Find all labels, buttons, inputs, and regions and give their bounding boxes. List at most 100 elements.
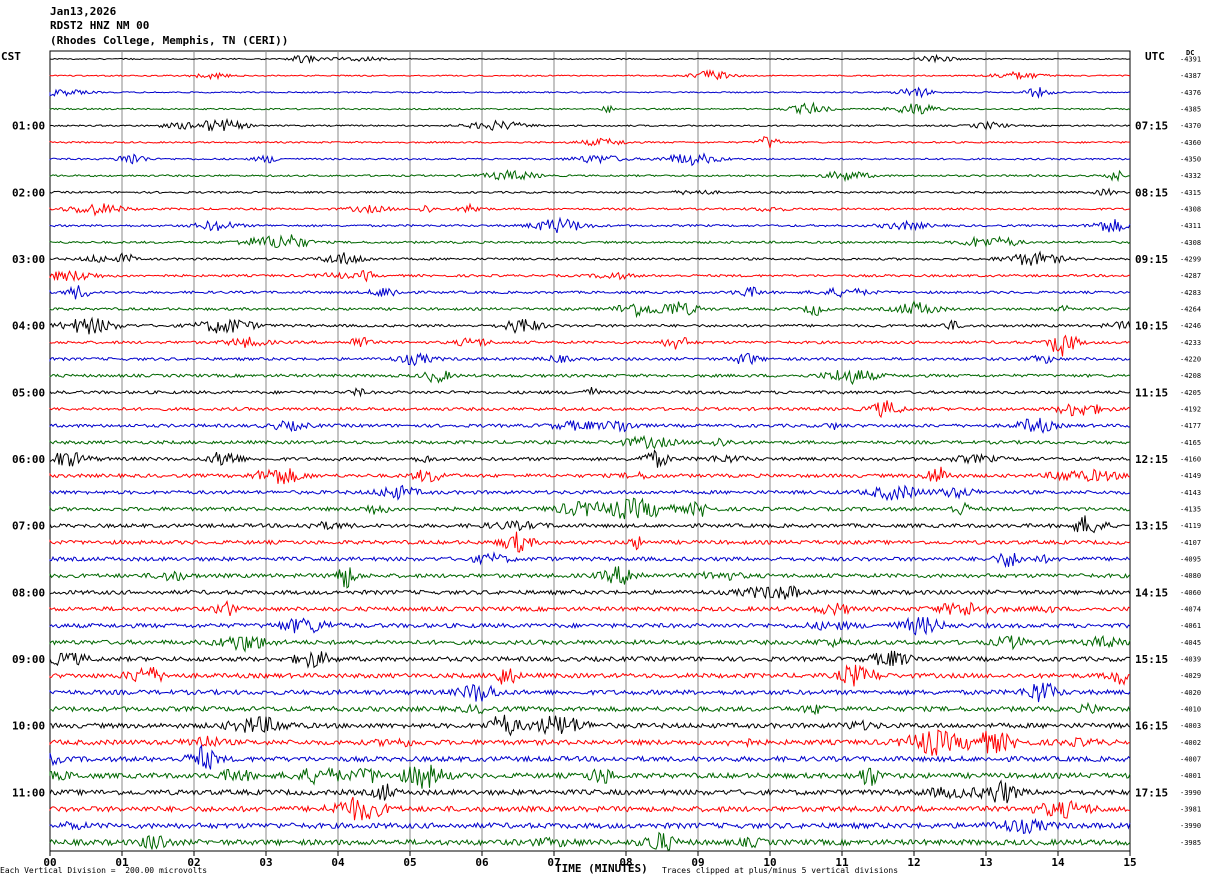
trace-row-19 xyxy=(49,352,1131,367)
dc-offset-label: -4119 xyxy=(1180,522,1201,530)
trace-row-39 xyxy=(49,682,1131,703)
dc-offset-label: -3990 xyxy=(1180,822,1201,830)
trace-row-34 xyxy=(49,600,1131,617)
dc-offset-label: -4177 xyxy=(1180,422,1201,430)
trace-row-2 xyxy=(49,68,1131,81)
right-hour-label: 14:15 xyxy=(1135,586,1168,599)
dc-offset-label: -4299 xyxy=(1180,256,1201,264)
trace-row-12 xyxy=(49,234,1131,249)
dc-offset-label: -4143 xyxy=(1180,489,1201,497)
right-hour-label: 11:15 xyxy=(1135,386,1168,399)
trace-row-10 xyxy=(49,202,1131,217)
trace-row-41 xyxy=(49,714,1131,737)
dc-offset-label: -4387 xyxy=(1180,72,1201,80)
dc-offset-label: -4160 xyxy=(1180,456,1201,464)
dc-offset-label: -4010 xyxy=(1180,706,1201,714)
x-tick-label: 11 xyxy=(835,856,849,869)
trace-row-23 xyxy=(49,417,1131,434)
trace-row-30 xyxy=(49,531,1131,553)
dc-offset-label: -4002 xyxy=(1180,739,1201,747)
trace-row-26 xyxy=(49,466,1131,485)
x-axis-label: TIME (MINUTES) xyxy=(555,862,648,875)
clip-note: Traces clipped at plus/minus 5 vertical … xyxy=(662,866,899,875)
trace-row-11 xyxy=(49,216,1131,234)
right-hour-label: 17:15 xyxy=(1135,786,1168,799)
station-label: RDST2 HNZ NM 00 xyxy=(50,19,150,32)
right-hour-label: 08:15 xyxy=(1135,186,1168,199)
trace-row-43 xyxy=(49,744,1131,770)
dc-offset-label: -4061 xyxy=(1180,622,1201,630)
right-hour-label: 09:15 xyxy=(1135,253,1168,266)
right-timezone-label: UTC xyxy=(1145,50,1165,63)
trace-row-4 xyxy=(49,101,1131,116)
trace-row-45 xyxy=(49,779,1131,804)
dc-offset-label: -4074 xyxy=(1180,606,1201,614)
left-hour-label: 06:00 xyxy=(12,453,45,466)
dc-offset-label: -4332 xyxy=(1180,172,1201,180)
dc-offset-label: -4107 xyxy=(1180,539,1201,547)
trace-row-6 xyxy=(49,136,1131,149)
trace-row-7 xyxy=(49,152,1131,167)
x-tick-label: 15 xyxy=(1123,856,1136,869)
dc-offset-label: -3981 xyxy=(1180,806,1201,814)
dc-offset-label: -4385 xyxy=(1180,106,1201,114)
dc-offset-label: -4080 xyxy=(1180,572,1201,580)
dc-offset-label: -4007 xyxy=(1180,756,1201,764)
dc-offset-label: -4283 xyxy=(1180,289,1201,297)
dc-offset-label: -4020 xyxy=(1180,689,1201,697)
right-hour-label: 07:15 xyxy=(1135,120,1168,133)
x-tick-label: 13 xyxy=(979,856,992,869)
trace-row-9 xyxy=(49,187,1131,196)
x-tick-label: 10 xyxy=(763,856,776,869)
dc-offset-label: -4060 xyxy=(1180,589,1201,597)
trace-row-33 xyxy=(49,585,1131,600)
trace-row-17 xyxy=(49,316,1131,335)
x-tick-label: 06 xyxy=(475,856,489,869)
trace-row-47 xyxy=(49,817,1131,835)
x-tick-label: 12 xyxy=(907,856,920,869)
trace-row-37 xyxy=(49,650,1131,669)
plot-frame xyxy=(49,50,1131,852)
trace-row-15 xyxy=(49,285,1131,300)
trace-row-40 xyxy=(49,701,1131,716)
x-tick-label: 09 xyxy=(691,856,704,869)
right-hour-label: 10:15 xyxy=(1135,320,1168,333)
left-hour-label: 01:00 xyxy=(12,120,45,133)
trace-row-38 xyxy=(49,664,1130,687)
x-tick-label: 00 xyxy=(43,856,56,869)
right-hour-label: 16:15 xyxy=(1135,720,1168,733)
trace-row-46 xyxy=(49,796,1131,821)
right-hour-label: 12:15 xyxy=(1135,453,1168,466)
trace-row-48 xyxy=(49,831,1131,851)
x-tick-label: 05 xyxy=(403,856,416,869)
dc-offset-label: -4003 xyxy=(1180,722,1201,730)
trace-row-44 xyxy=(49,764,1131,789)
x-tick-label: 04 xyxy=(331,856,345,869)
dc-offset-label: -4095 xyxy=(1180,556,1201,564)
dc-offset-label: -4149 xyxy=(1180,472,1201,480)
left-hour-label: 02:00 xyxy=(12,186,45,199)
dc-offset-label: -4308 xyxy=(1180,206,1201,214)
trace-row-18 xyxy=(49,334,1131,357)
left-hour-label: 09:00 xyxy=(12,653,45,666)
left-hour-label: 08:00 xyxy=(12,586,45,599)
trace-row-20 xyxy=(49,369,1131,386)
dc-offset-label: -3985 xyxy=(1180,839,1201,847)
x-tick-label: 02 xyxy=(187,856,200,869)
right-hour-label: 13:15 xyxy=(1135,520,1168,533)
dc-offset-label: -4045 xyxy=(1180,639,1201,647)
dc-offset-label: -4165 xyxy=(1180,439,1201,447)
dc-offset-label: -4315 xyxy=(1180,189,1201,197)
x-tick-label: 07 xyxy=(547,856,560,869)
trace-row-8 xyxy=(49,169,1131,183)
trace-row-24 xyxy=(49,434,1131,450)
trace-row-3 xyxy=(49,86,1131,99)
trace-row-25 xyxy=(49,449,1131,468)
trace-row-29 xyxy=(49,515,1131,534)
right-hour-label: 15:15 xyxy=(1135,653,1168,666)
dc-offset-label: -4264 xyxy=(1180,306,1201,314)
dc-offset-label: -4391 xyxy=(1180,56,1201,64)
trace-row-22 xyxy=(49,400,1131,419)
dc-offset-label: -4308 xyxy=(1180,239,1201,247)
